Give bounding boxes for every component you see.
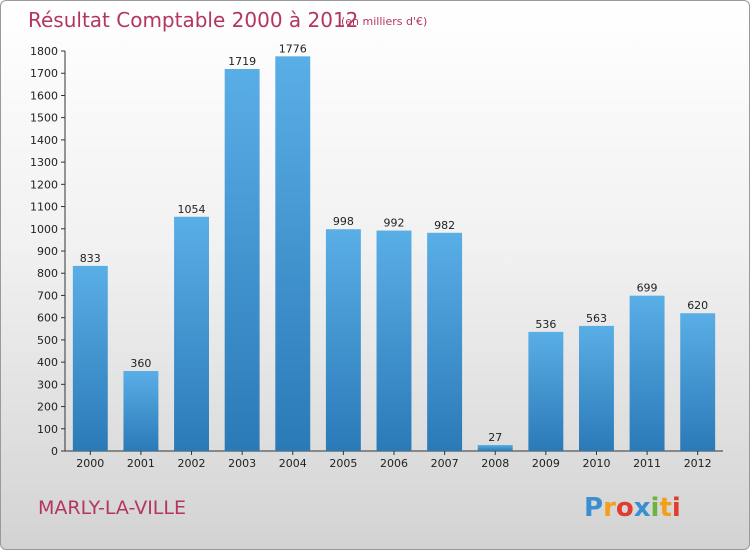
bar: [477, 445, 513, 451]
x-tick-label: 2010: [582, 457, 610, 470]
y-tick-label: 1700: [30, 67, 58, 80]
y-tick-label: 300: [37, 378, 58, 391]
bar-value-label: 563: [586, 312, 607, 325]
logo-letter: r: [603, 493, 616, 523]
bar-value-label: 536: [535, 318, 556, 331]
y-tick-label: 1000: [30, 223, 58, 236]
bar: [174, 216, 210, 451]
x-tick-label: 2001: [127, 457, 155, 470]
x-tick-label: 2003: [228, 457, 256, 470]
y-tick-label: 200: [37, 401, 58, 414]
y-tick-label: 1100: [30, 201, 58, 214]
chart-subtitle: (en milliers d'€): [341, 15, 427, 28]
bar-value-label: 699: [637, 282, 658, 295]
bar: [72, 265, 108, 451]
y-axis: 0 100 200 300 400 500 600 700 800 900 1000 1100 1200…: [30, 45, 66, 458]
x-tick-label: 2009: [532, 457, 560, 470]
logo-letter: P: [584, 493, 603, 523]
bar: [275, 56, 311, 451]
y-tick-label: 1500: [30, 112, 58, 125]
bar: [224, 69, 260, 451]
bar: [578, 325, 614, 451]
logo-letter: t: [659, 493, 671, 523]
y-tick-label: 400: [37, 356, 58, 369]
proxiti-logo: Proxiti: [584, 493, 681, 523]
x-tick-label: 2011: [633, 457, 661, 470]
bar-value-label: 982: [434, 219, 455, 232]
logo-letter: i: [672, 493, 681, 523]
bars: 833 360 1054 1719 1776 998 992 982 27 536 563 699 62…: [72, 42, 716, 451]
x-tick-label: 2006: [380, 457, 408, 470]
bar: [376, 230, 412, 451]
y-tick-label: 0: [51, 445, 58, 458]
bar-value-label: 1776: [279, 42, 307, 55]
bar: [427, 232, 463, 451]
bar: [680, 313, 716, 451]
bar: [123, 371, 159, 451]
y-tick-label: 800: [37, 267, 58, 280]
y-tick-label: 500: [37, 334, 58, 347]
x-axis: 2000 2001 2002 2003 2004 2005 2006 2007 2008 2009…: [65, 450, 723, 470]
y-tick-label: 100: [37, 423, 58, 436]
bar-value-label: 27: [488, 431, 502, 444]
bar-value-label: 833: [80, 252, 101, 265]
bar: [325, 229, 361, 451]
bar-value-label: 998: [333, 215, 354, 228]
x-tick-label: 2005: [329, 457, 357, 470]
y-tick-label: 1400: [30, 134, 58, 147]
x-tick-label: 2004: [279, 457, 307, 470]
bar: [629, 295, 665, 451]
x-tick-label: 2008: [481, 457, 509, 470]
x-tick-label: 2007: [431, 457, 459, 470]
x-tick-label: 2012: [684, 457, 712, 470]
x-tick-label: 2000: [76, 457, 104, 470]
y-tick-label: 1300: [30, 156, 58, 169]
logo-letter: o: [616, 493, 634, 523]
y-tick-label: 900: [37, 245, 58, 258]
town-name: MARLY-LA-VILLE: [38, 497, 186, 519]
y-tick-label: 700: [37, 289, 58, 302]
bar: [528, 331, 564, 451]
bar-value-label: 992: [384, 217, 405, 230]
bar-value-label: 620: [687, 299, 708, 312]
x-tick-label: 2002: [178, 457, 206, 470]
bar-value-label: 360: [130, 357, 151, 370]
y-tick-label: 600: [37, 312, 58, 325]
chart-title: Résultat Comptable 2000 à 2012: [28, 8, 358, 32]
logo-letter: x: [634, 493, 651, 523]
bar-value-label: 1054: [178, 203, 206, 216]
bar-value-label: 1719: [228, 55, 256, 68]
y-tick-label: 1600: [30, 89, 58, 102]
logo-letter: i: [651, 493, 660, 523]
y-tick-label: 1800: [30, 45, 58, 58]
y-tick-label: 1200: [30, 178, 58, 191]
